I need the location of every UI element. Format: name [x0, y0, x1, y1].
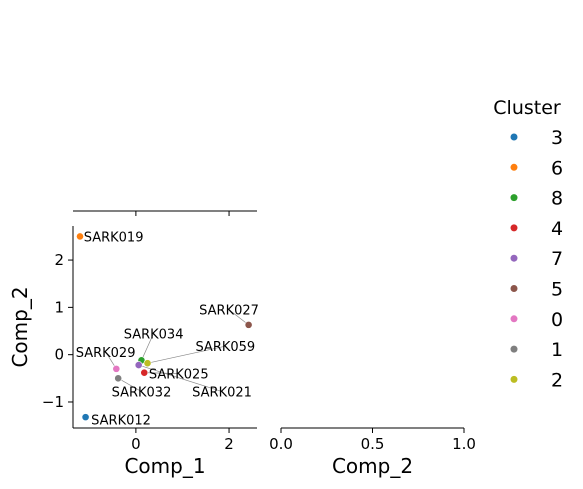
legend-marker-0 — [510, 315, 518, 323]
legend-label-2: 2 — [551, 369, 563, 391]
right-marginal-panel: 0.0 0.5 1.0 Comp_2 — [269, 427, 476, 478]
point-SARK019 — [76, 232, 84, 241]
y-tick-label: 1 — [54, 298, 64, 316]
point-SARK027 — [244, 320, 253, 329]
legend-marker-2 — [510, 375, 518, 383]
point-SARK012 — [81, 413, 90, 422]
legend-label-1: 1 — [551, 339, 563, 361]
point-SARK021 — [134, 361, 143, 369]
annotation-SARK027: SARK027 — [199, 304, 259, 319]
top-marginal-panel — [73, 210, 257, 216]
legend-marker-7 — [510, 254, 518, 262]
annotation-line-SARK025 — [144, 372, 179, 374]
legend-marker-1 — [510, 345, 518, 353]
annotation-line-SARK059 — [147, 345, 226, 364]
annotation-SARK019: SARK019 — [84, 230, 144, 245]
right-panel-tick-label: 1.0 — [452, 435, 476, 453]
legend-label-7: 7 — [551, 248, 563, 270]
y-axis-title: Comp_2 — [8, 286, 32, 367]
legend-label-3: 3 — [551, 127, 563, 149]
y-tick-label: 2 — [54, 251, 64, 269]
legend-label-4: 4 — [551, 218, 563, 240]
legend-marker-3 — [510, 133, 518, 141]
y-tick-label: 0 — [54, 346, 64, 364]
right-panel-axis-title: Comp_2 — [332, 454, 413, 478]
x-axis-title: Comp_1 — [124, 454, 205, 478]
legend-marker-8 — [510, 194, 518, 202]
legend-title: Cluster — [493, 97, 561, 119]
point-SARK059 — [143, 359, 152, 368]
right-panel-tick-label: 0.0 — [269, 435, 293, 453]
legend-marker-4 — [510, 224, 518, 232]
annotation-line-SARK027 — [228, 309, 249, 326]
annotation-SARK059: SARK059 — [195, 340, 255, 355]
x-tick-label: 0 — [131, 435, 141, 453]
annotation-SARK029: SARK029 — [76, 346, 136, 361]
main-scatter-panel: 0 2 −1 0 1 2 Comp_1 Comp_2 SARK019 SARK027 SARK034… — [8, 226, 259, 478]
point-SARK032 — [114, 374, 123, 383]
legend-marker-6 — [510, 163, 518, 171]
annotation-SARK034: SARK034 — [124, 327, 184, 342]
annotation-SARK012: SARK012 — [91, 413, 151, 428]
legend-label-8: 8 — [551, 188, 563, 210]
annotation-line-SARK032 — [118, 378, 142, 392]
legend-marker-5 — [510, 285, 518, 292]
point-SARK029 — [112, 364, 121, 373]
annotation-line-SARK021 — [138, 364, 223, 392]
annotation-SARK032: SARK032 — [112, 386, 172, 401]
annotation-line-SARK034 — [141, 333, 154, 361]
x-tick-label: 2 — [224, 435, 234, 453]
annotation-SARK025: SARK025 — [149, 368, 209, 383]
y-tick-label: −1 — [42, 393, 64, 411]
legend-label-5: 5 — [551, 279, 563, 301]
point-SARK025 — [140, 368, 149, 377]
annotation-SARK021: SARK021 — [192, 386, 252, 401]
legend: Cluster 3 6 8 4 7 5 0 1 2 — [493, 97, 563, 391]
legend-label-6: 6 — [551, 157, 563, 179]
right-panel-tick-label: 0.5 — [361, 435, 385, 453]
legend-label-0: 0 — [551, 309, 563, 331]
